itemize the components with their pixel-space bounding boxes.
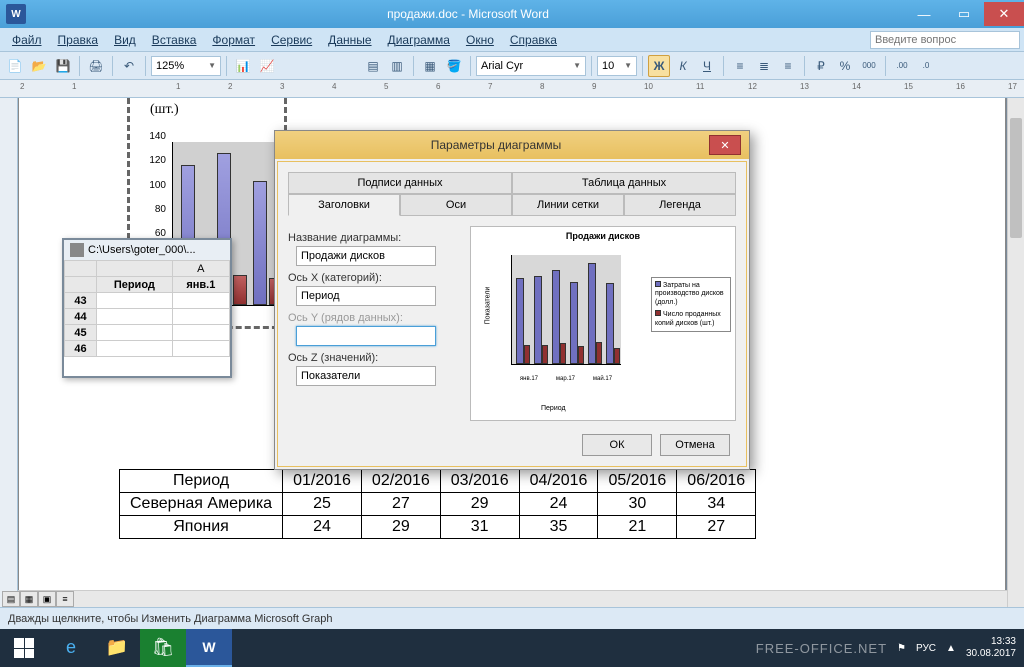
thousands-icon[interactable]: 000 <box>858 55 880 77</box>
y-axis-label: Ось Y (рядов данных): <box>288 312 458 324</box>
chart-title-input[interactable] <box>296 246 436 266</box>
menu-tools[interactable]: Сервис <box>263 31 320 49</box>
italic-button[interactable]: К <box>672 55 694 77</box>
window-title: продажи.doc - Microsoft Word <box>32 7 904 21</box>
document-table: Период01/201602/201603/201604/201605/201… <box>119 469 965 539</box>
menu-insert[interactable]: Вставка <box>144 31 205 49</box>
by-row-icon[interactable]: ▤ <box>362 55 384 77</box>
tray-clock[interactable]: 13:33 30.08.2017 <box>966 636 1016 660</box>
maximize-button[interactable]: ▭ <box>944 2 984 26</box>
align-center-icon[interactable]: ≣ <box>753 55 775 77</box>
zoom-combo[interactable]: 125%▼ <box>151 56 221 76</box>
windows-logo-icon <box>14 638 34 658</box>
taskbar-word[interactable]: W <box>186 629 232 667</box>
percent-icon[interactable]: % <box>834 55 856 77</box>
undo-icon[interactable]: ↶ <box>118 55 140 77</box>
taskbar-ie[interactable]: e <box>48 629 94 667</box>
dec-dec-icon[interactable]: .0 <box>915 55 937 77</box>
vertical-scrollbar[interactable] <box>1007 98 1024 607</box>
vertical-ruler <box>0 98 18 607</box>
chart-wizard-icon[interactable]: 📈 <box>256 55 278 77</box>
by-col-icon[interactable]: ▥ <box>386 55 408 77</box>
statusbar: Дважды щелкните, чтобы Изменить Диаграмм… <box>0 607 1024 629</box>
size-combo[interactable]: 10▼ <box>597 56 637 76</box>
preview-legend: Затраты на производство дисков (долл.) Ч… <box>651 277 731 332</box>
new-doc-icon[interactable]: 📄 <box>4 55 26 77</box>
horizontal-ruler: 211234567891011121314151617 <box>0 80 1024 98</box>
z-axis-input[interactable] <box>296 366 436 386</box>
tab-data-labels[interactable]: Подписи данных <box>288 172 512 194</box>
menu-view[interactable]: Вид <box>106 31 144 49</box>
menu-window[interactable]: Окно <box>458 31 502 49</box>
cancel-button[interactable]: Отмена <box>660 434 730 456</box>
titlebar: W продажи.doc - Microsoft Word — ▭ ✕ <box>0 0 1024 28</box>
y-axis-input[interactable] <box>296 326 436 346</box>
datasheet-window[interactable]: C:\Users\goter_000\... А Периодянв.1 43 … <box>62 238 232 378</box>
underline-button[interactable]: Ч <box>696 55 718 77</box>
open-icon[interactable]: 📂 <box>28 55 50 77</box>
ok-button[interactable]: ОК <box>582 434 652 456</box>
dialog-close-button[interactable]: ✕ <box>709 135 741 155</box>
view-buttons: ▤ ▦ ▣ ≡ <box>2 591 74 607</box>
data-table-icon[interactable]: ▦ <box>419 55 441 77</box>
print-icon[interactable]: 🖨 <box>85 55 107 77</box>
menu-format[interactable]: Формат <box>204 31 263 49</box>
datasheet-grid[interactable]: А Периодянв.1 43 44 45 46 <box>64 260 230 357</box>
fill-icon[interactable]: 🪣 <box>443 55 465 77</box>
menu-chart[interactable]: Диаграмма <box>380 31 458 49</box>
align-left-icon[interactable]: ≡ <box>729 55 751 77</box>
tray-watermark: FREE-OFFICE.NET <box>756 641 887 656</box>
normal-view-icon[interactable]: ▤ <box>2 591 20 607</box>
tab-titles[interactable]: Заголовки <box>288 194 400 216</box>
menu-help[interactable]: Справка <box>502 31 565 49</box>
taskbar-explorer[interactable]: 📁 <box>94 629 140 667</box>
tab-legend[interactable]: Легенда <box>624 194 736 216</box>
horizontal-scrollbar[interactable] <box>18 590 1007 607</box>
chart-type-icon[interactable]: 📊 <box>232 55 254 77</box>
tray-up-icon[interactable]: ▲ <box>946 643 956 654</box>
datasheet-title: C:\Users\goter_000\... <box>64 240 230 260</box>
outline-view-icon[interactable]: ≡ <box>56 591 74 607</box>
taskbar: e 📁 🛍 W FREE-OFFICE.NET ⚑ РУС ▲ 13:33 30… <box>0 629 1024 667</box>
x-axis-label: Ось X (категорий): <box>288 272 458 284</box>
preview-xlabel: Период <box>541 405 566 412</box>
start-button[interactable] <box>0 629 48 667</box>
align-right-icon[interactable]: ≡ <box>777 55 799 77</box>
menu-file[interactable]: Файл <box>4 31 50 49</box>
bold-button[interactable]: Ж <box>648 55 670 77</box>
tab-gridlines[interactable]: Линии сетки <box>512 194 624 216</box>
chart-options-dialog: Параметры диаграммы ✕ Подписи данных Таб… <box>274 130 750 470</box>
tray-flag-icon[interactable]: ⚑ <box>897 643 906 654</box>
dialog-titlebar[interactable]: Параметры диаграммы ✕ <box>275 131 749 159</box>
status-text: Дважды щелкните, чтобы Изменить Диаграмм… <box>8 613 333 625</box>
tab-data-table[interactable]: Таблица данных <box>512 172 736 194</box>
currency-icon[interactable]: ₽ <box>810 55 832 77</box>
preview-title: Продажи дисков <box>471 227 735 245</box>
minimize-button[interactable]: — <box>904 2 944 26</box>
font-combo[interactable]: Arial Cyr▼ <box>476 56 586 76</box>
toolbar: 📄 📂 💾 🖨 ↶ 125%▼ 📊 📈 ▤ ▥ ▦ 🪣 Arial Cyr▼ 1… <box>0 52 1024 80</box>
menubar: Файл Правка Вид Вставка Формат Сервис Да… <box>0 28 1024 52</box>
menu-data[interactable]: Данные <box>320 31 379 49</box>
preview-ylabel: Показатели <box>484 287 491 325</box>
menu-edit[interactable]: Правка <box>50 31 107 49</box>
ask-question-input[interactable] <box>870 31 1020 49</box>
chart-preview: Продажи дисков Показатели янв.17мар.17ма… <box>470 226 736 421</box>
dec-inc-icon[interactable]: .00 <box>891 55 913 77</box>
chart-unit-label: (шт.) <box>150 102 179 118</box>
tray-lang[interactable]: РУС <box>916 643 936 654</box>
tab-axes[interactable]: Оси <box>400 194 512 216</box>
print-view-icon[interactable]: ▣ <box>38 591 56 607</box>
taskbar-store[interactable]: 🛍 <box>140 629 186 667</box>
close-button[interactable]: ✕ <box>984 2 1024 26</box>
chart-title-label: Название диаграммы: <box>288 232 458 244</box>
web-view-icon[interactable]: ▦ <box>20 591 38 607</box>
dialog-title: Параметры диаграммы <box>283 138 709 152</box>
x-axis-input[interactable] <box>296 286 436 306</box>
app-icon: W <box>6 4 26 24</box>
z-axis-label: Ось Z (значений): <box>288 352 458 364</box>
save-icon[interactable]: 💾 <box>52 55 74 77</box>
datasheet-icon <box>70 243 84 257</box>
